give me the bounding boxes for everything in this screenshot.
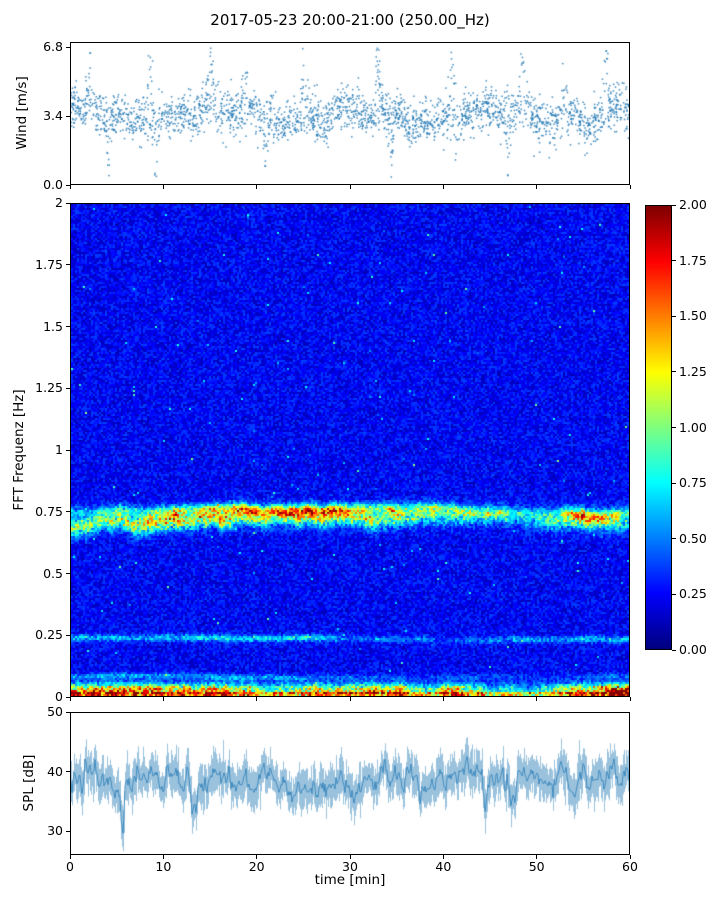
spec-ytick-mark-1 <box>66 635 70 636</box>
wind-xtick-mark-1 <box>163 185 164 189</box>
spl-xtick-mark-2 <box>256 855 257 859</box>
figure-title: 2017-05-23 20:00-21:00 (250.00_Hz) <box>210 11 490 29</box>
spl-xtick-mark-1 <box>163 855 164 859</box>
spec-ytick-mark-6 <box>66 326 70 327</box>
spec-ytick-mark-7 <box>66 264 70 265</box>
spec-ytick-label-6: 1.5 <box>43 319 63 334</box>
colorbar-tick-label-0: 0.00 <box>679 642 707 657</box>
spec-ytick-label-7: 1.75 <box>35 257 63 272</box>
colorbar-canvas <box>646 206 671 649</box>
spec-ytick-label-1: 0.25 <box>35 627 63 642</box>
spl-ytick-label-0: 30 <box>47 823 63 838</box>
colorbar-tick-label-6: 1.50 <box>679 308 707 323</box>
colorbar-tick-mark-5 <box>672 371 676 372</box>
spl-xtick-mark-6 <box>630 855 631 859</box>
spec-ytick-mark-5 <box>66 388 70 389</box>
colorbar-tick-label-7: 1.75 <box>679 253 707 268</box>
colorbar-tick-label-4: 1.00 <box>679 420 707 435</box>
spl-xtick-label-4: 40 <box>435 859 452 874</box>
spl-xtick-label-6: 60 <box>622 859 638 874</box>
spec-ytick-mark-0 <box>66 697 70 698</box>
colorbar-tick-label-3: 0.75 <box>679 475 707 490</box>
colorbar-tick-label-5: 1.25 <box>679 364 707 379</box>
spec-xtick-mark-5 <box>536 697 537 701</box>
colorbar-tick-label-2: 0.50 <box>679 531 707 546</box>
spl-xtick-mark-5 <box>536 855 537 859</box>
colorbar-tick-mark-7 <box>672 260 676 261</box>
wind-xtick-mark-4 <box>443 185 444 189</box>
colorbar-tick-mark-0 <box>672 650 676 651</box>
spec-xtick-mark-0 <box>70 697 71 701</box>
wind-scatter-plot <box>70 42 630 185</box>
wind-xtick-mark-0 <box>70 185 71 189</box>
colorbar-tick-mark-4 <box>672 427 676 428</box>
spec-ytick-mark-8 <box>66 203 70 204</box>
spl-ytick-label-1: 40 <box>47 764 63 779</box>
spl-xtick-mark-3 <box>350 855 351 859</box>
wind-canvas <box>71 43 629 184</box>
spec-ytick-mark-3 <box>66 511 70 512</box>
wind-xtick-mark-3 <box>350 185 351 189</box>
spectrogram-plot <box>70 203 630 697</box>
spl-xtick-mark-0 <box>70 855 71 859</box>
spl-xtick-label-2: 20 <box>248 859 265 874</box>
colorbar-tick-mark-6 <box>672 316 676 317</box>
colorbar <box>645 205 672 650</box>
spec-xtick-mark-6 <box>630 697 631 701</box>
wind-xtick-mark-2 <box>256 185 257 189</box>
colorbar-tick-mark-3 <box>672 483 676 484</box>
colorbar-tick-mark-1 <box>672 594 676 595</box>
colorbar-tick-mark-8 <box>672 205 676 206</box>
spl-ytick-mark-0 <box>66 831 70 832</box>
spec-xtick-mark-1 <box>163 697 164 701</box>
colorbar-tick-mark-2 <box>672 538 676 539</box>
spl-ytick-mark-1 <box>66 771 70 772</box>
spl-xtick-mark-4 <box>443 855 444 859</box>
wind-ytick-label-2: 6.8 <box>43 39 63 54</box>
spec-ytick-label-8: 2 <box>55 195 63 210</box>
wind-ytick-mark-1 <box>66 116 70 117</box>
spl-ytick-mark-2 <box>66 712 70 713</box>
spl-ytick-label-2: 50 <box>47 704 63 719</box>
spec-ytick-label-4: 1 <box>55 442 63 457</box>
spectrogram-canvas <box>71 204 629 696</box>
spec-xtick-mark-4 <box>443 697 444 701</box>
wind-ytick-label-1: 3.4 <box>43 108 63 123</box>
colorbar-tick-label-1: 0.25 <box>679 586 707 601</box>
spec-ytick-label-0: 0 <box>55 689 63 704</box>
spl-xtick-label-0: 0 <box>66 859 74 874</box>
spl-xtick-label-5: 50 <box>528 859 545 874</box>
spec-ytick-label-2: 0.5 <box>43 566 63 581</box>
wind-ytick-mark-2 <box>66 47 70 48</box>
x-axis-label: time [min] <box>314 872 386 888</box>
colorbar-tick-label-8: 2.00 <box>679 197 707 212</box>
spec-ytick-label-5: 1.25 <box>35 380 63 395</box>
spec-ytick-mark-2 <box>66 573 70 574</box>
spl-canvas <box>71 713 629 854</box>
spec-xtick-mark-2 <box>256 697 257 701</box>
wind-xtick-mark-6 <box>630 185 631 189</box>
wind-ytick-label-0: 0.0 <box>43 177 63 192</box>
wind-xtick-mark-5 <box>536 185 537 189</box>
spl-xtick-label-1: 10 <box>155 859 172 874</box>
spl-line-plot <box>70 712 630 855</box>
wind-ytick-mark-0 <box>66 185 70 186</box>
spl-xtick-label-3: 30 <box>342 859 358 874</box>
spec-ytick-label-3: 0.75 <box>35 504 63 519</box>
spec-ytick-mark-4 <box>66 450 70 451</box>
spec-xtick-mark-3 <box>350 697 351 701</box>
